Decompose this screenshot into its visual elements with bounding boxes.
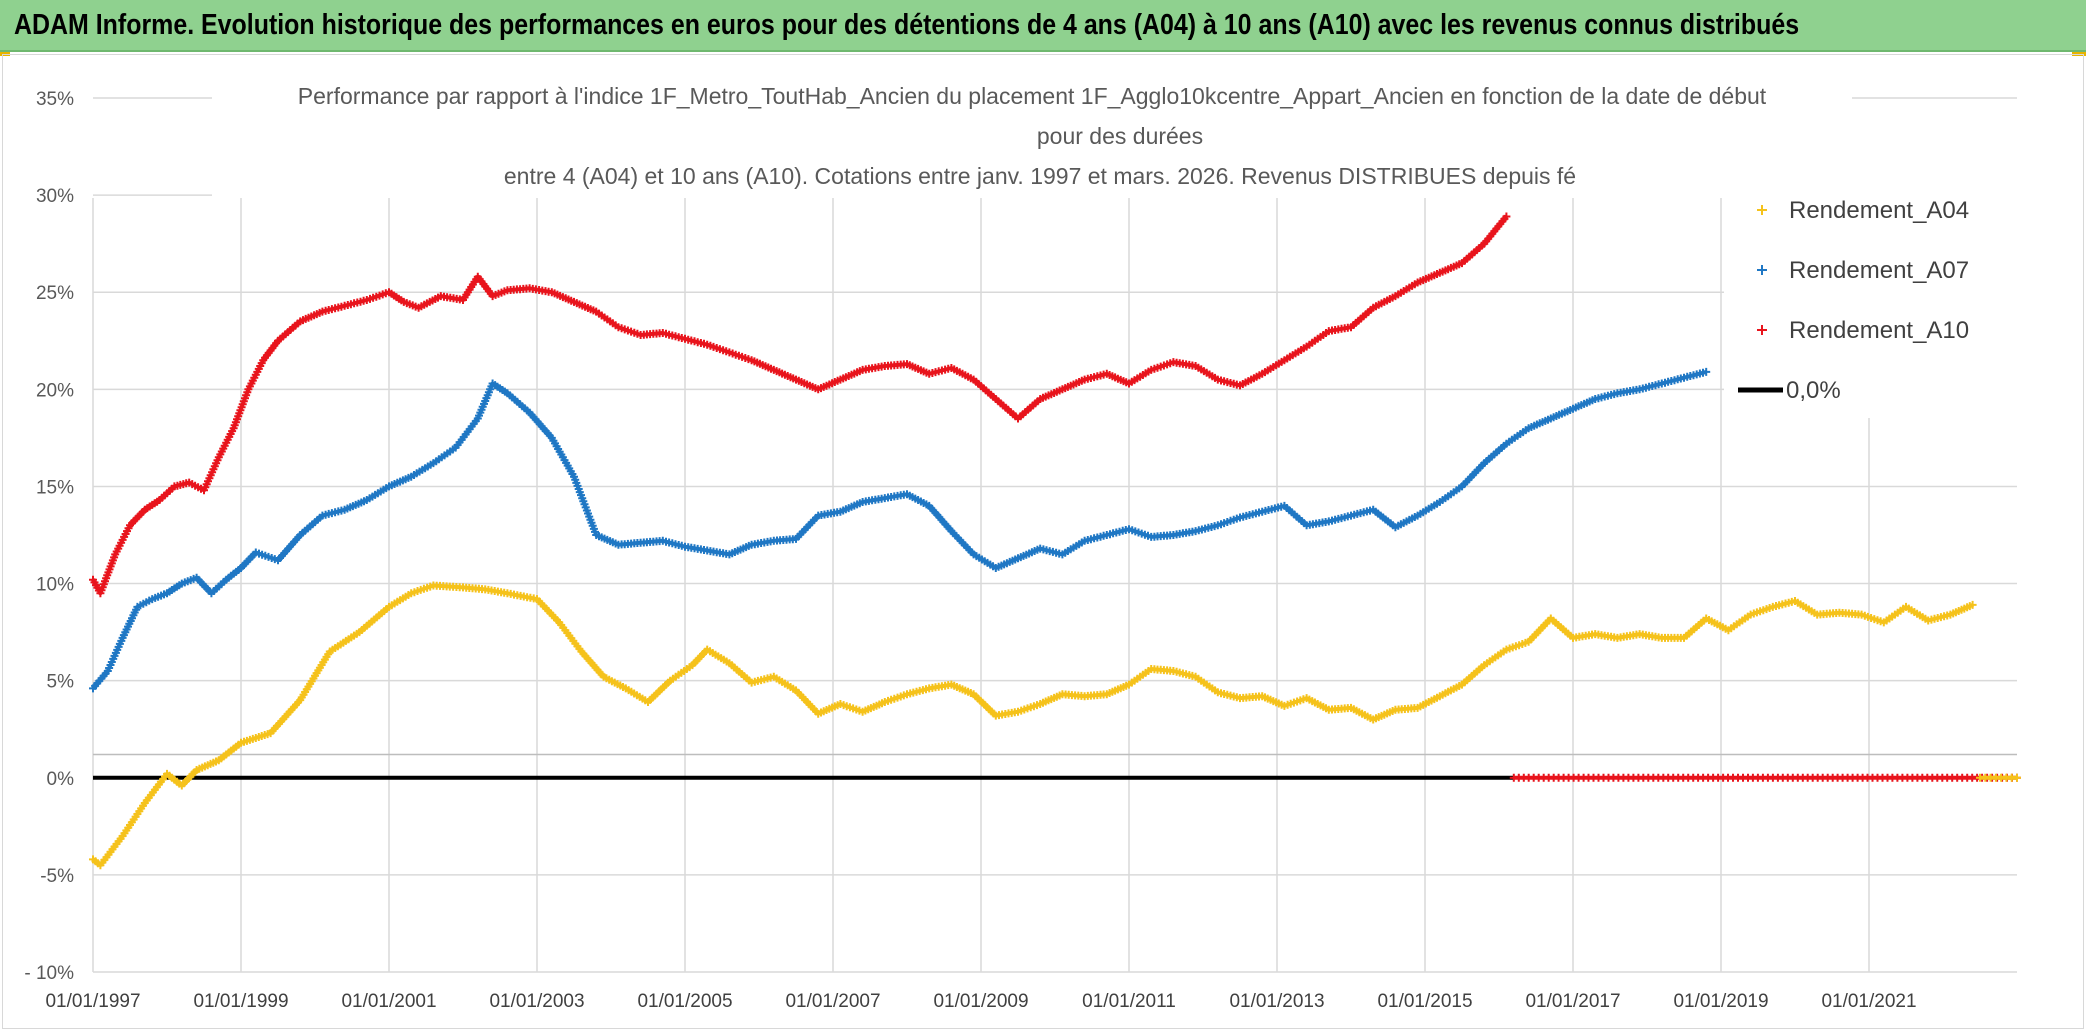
- x-tick-label: 01/01/2001: [341, 991, 436, 1012]
- series-markers: [1976, 773, 2021, 782]
- banner-title: ADAM Informe. Evolution historique des p…: [14, 9, 1800, 41]
- y-tick-label: 0%: [47, 769, 75, 790]
- x-tick-label: 01/01/2019: [1673, 991, 1768, 1012]
- series-rendement-a10-0: [1509, 773, 2021, 782]
- legend-label-a04: Rendement_A04: [1789, 197, 1969, 224]
- series-rendement-a07: [89, 367, 1711, 693]
- x-tick-label: 01/01/2017: [1525, 991, 1620, 1012]
- x-tick-label: 01/01/2015: [1377, 991, 1472, 1012]
- series-markers: [89, 367, 1711, 693]
- x-tick-label: 01/01/2021: [1821, 991, 1916, 1012]
- series-markers: [1509, 773, 2021, 782]
- legend-swatch-a07: [1757, 265, 1767, 275]
- x-tick-label: 01/01/2013: [1229, 991, 1324, 1012]
- x-tick-label: 01/01/2011: [1082, 991, 1176, 1012]
- legend-label-a07: Rendement_A07: [1789, 257, 1969, 284]
- chart-title-line-2: pour des durées: [1037, 123, 1203, 149]
- x-tick-label: 01/01/1999: [193, 991, 288, 1012]
- y-tick-label: 10%: [36, 575, 74, 596]
- x-tick-label: 01/01/2007: [785, 991, 880, 1012]
- legend-label-zero: 0,0%: [1786, 377, 1841, 404]
- y-tick-label: 20%: [36, 380, 74, 401]
- x-tick-label: 01/01/2003: [489, 991, 584, 1012]
- legend: Rendement_A04 Rendement_A07 Rendement_A10 0…: [1724, 185, 2024, 418]
- series-markers: [89, 212, 1511, 598]
- y-tick-label: 30%: [36, 186, 74, 207]
- y-tick-label: 5%: [47, 672, 75, 693]
- series-markers: [89, 581, 1977, 870]
- y-tick-label: 15%: [36, 477, 74, 498]
- x-tick-label: 01/01/1997: [45, 991, 140, 1012]
- chart-title-background: [212, 76, 1852, 196]
- y-tick-label: 25%: [36, 283, 74, 304]
- chart-frame: [2, 54, 2084, 1029]
- x-tick-label: 01/01/2005: [637, 991, 732, 1012]
- x-tick-label: 01/01/2009: [933, 991, 1028, 1012]
- y-tick-label: 35%: [36, 89, 74, 110]
- chart-title-line-1: Performance par rapport à l'indice 1F_Me…: [298, 83, 1767, 109]
- series-layer: [89, 212, 2021, 870]
- axis-labels: - 10% -5% 0% 5% 10% 15% 20% 25% 30% 35% 01/01/1997…: [24, 89, 1916, 1012]
- series-line: [91, 583, 1974, 868]
- series-rendement-a04: [89, 581, 1977, 870]
- y-tick-label: - 10%: [24, 963, 74, 984]
- chart-title: Performance par rapport à l'indice 1F_Me…: [212, 76, 1852, 196]
- legend-label-a10: Rendement_A10: [1789, 317, 1969, 344]
- y-tick-label: -5%: [40, 866, 74, 887]
- series-line: [91, 369, 1707, 690]
- banner: ADAM Informe. Evolution historique des p…: [0, 0, 2086, 52]
- legend-swatch-a04: [1757, 205, 1767, 215]
- legend-swatch-a10: [1757, 325, 1767, 335]
- series-rendement-a04-0: [1976, 773, 2021, 782]
- series-rendement-a10: [89, 212, 1511, 598]
- legend-background: [1724, 185, 2024, 418]
- chart-title-line-3: entre 4 (A04) et 10 ans (A10). Cotations…: [504, 163, 1576, 189]
